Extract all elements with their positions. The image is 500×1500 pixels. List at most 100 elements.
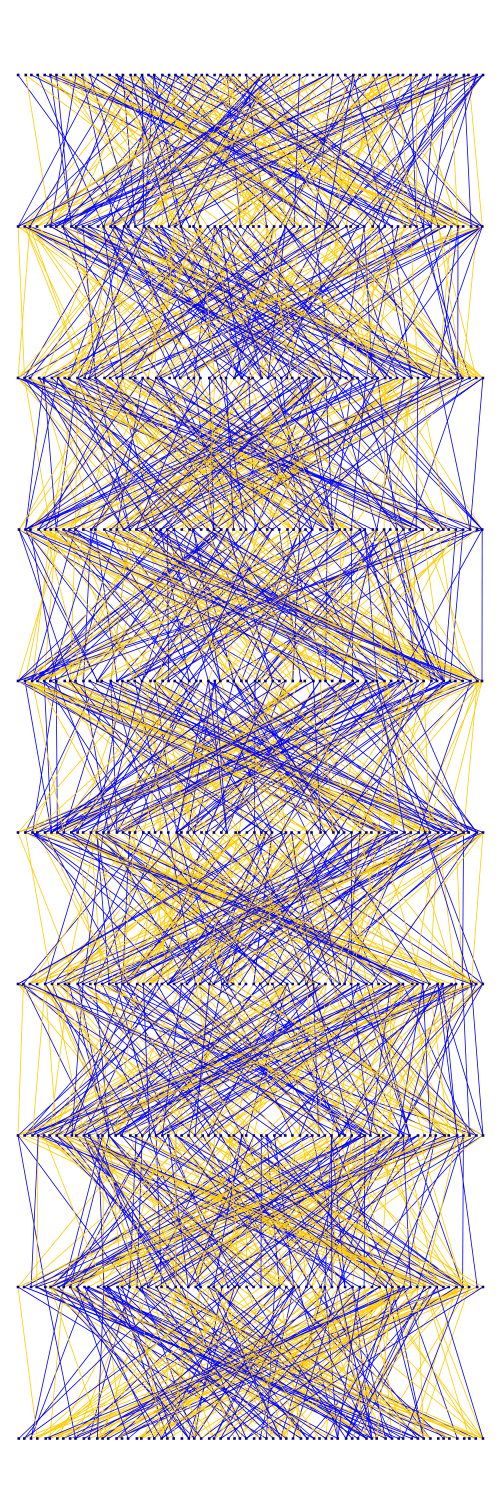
- graph-node: [437, 831, 440, 834]
- graph-node: [278, 1285, 281, 1289]
- graph-edge: [188, 377, 328, 530]
- graph-edge: [134, 226, 201, 379]
- graph-edge: [148, 832, 400, 985]
- graph-node: [192, 376, 196, 380]
- graph-edge: [141, 983, 261, 1136]
- graph-node: [470, 982, 473, 986]
- graph-edge: [148, 1286, 333, 1439]
- graph-node: [103, 528, 106, 531]
- graph-edge: [220, 226, 242, 379]
- graph-edge: [299, 377, 430, 530]
- graph-node: [436, 73, 439, 77]
- graph-edge: [88, 1135, 177, 1288]
- graph-edge: [32, 983, 196, 1136]
- graph-node: [173, 225, 177, 228]
- graph-node: [475, 1285, 479, 1289]
- graph-node: [233, 376, 236, 380]
- graph-node: [101, 1437, 104, 1440]
- graph-node: [146, 376, 150, 380]
- graph-edge: [422, 74, 438, 227]
- graph-edge: [123, 74, 262, 227]
- graph-node: [286, 528, 289, 531]
- graph-edge: [199, 226, 216, 379]
- graph-edge: [30, 377, 157, 530]
- graph-edge: [285, 1286, 321, 1439]
- graph-edge: [156, 529, 424, 682]
- graph-node: [331, 225, 334, 228]
- graph-edge: [117, 529, 365, 682]
- graph-node: [298, 528, 302, 531]
- graph-node: [180, 1437, 184, 1440]
- graph-edge: [49, 983, 477, 1136]
- graph-node: [140, 679, 144, 683]
- graph-edge: [58, 832, 397, 985]
- graph-edge: [154, 680, 273, 833]
- graph-edge: [90, 832, 300, 985]
- graph-node: [134, 1134, 138, 1137]
- graph-edge: [122, 74, 176, 227]
- graph-edge: [199, 983, 399, 1136]
- graph-edge: [259, 832, 457, 985]
- graph-node: [89, 528, 93, 531]
- graph-edge: [50, 226, 333, 379]
- graph-edge: [180, 529, 273, 682]
- graph-edge: [58, 1135, 308, 1288]
- graph-edge: [291, 377, 398, 530]
- graph-node: [225, 528, 229, 531]
- graph-node: [108, 73, 111, 77]
- graph-node: [422, 1437, 425, 1440]
- graph-edge: [136, 1286, 315, 1439]
- graph-edge: [24, 529, 215, 682]
- graph-edge: [416, 226, 470, 379]
- graph-edge: [376, 1286, 470, 1439]
- graph-node: [408, 528, 412, 531]
- graph-edge: [95, 983, 470, 1136]
- graph-edge: [293, 1286, 373, 1439]
- graph-node: [264, 831, 268, 834]
- graph-node: [364, 376, 368, 380]
- graph-edge: [319, 680, 334, 833]
- graph-node: [128, 528, 132, 531]
- graph-node: [325, 73, 328, 77]
- graph-edge: [96, 832, 418, 985]
- graph-node: [155, 1285, 158, 1289]
- graph-node: [135, 1285, 139, 1289]
- graph-node: [187, 376, 190, 380]
- graph-edge: [32, 680, 201, 833]
- graph-edge: [43, 680, 267, 833]
- graph-edge: [32, 529, 340, 682]
- graph-edge: [306, 832, 380, 985]
- graph-edge: [56, 529, 333, 682]
- graph-edge: [267, 983, 450, 1136]
- graph-node: [259, 1285, 263, 1289]
- graph-node: [421, 982, 425, 986]
- graph-edge: [181, 832, 247, 985]
- graph-edge: [32, 983, 46, 1136]
- graph-edge: [123, 226, 320, 379]
- graph-node: [421, 528, 424, 531]
- graph-node: [278, 679, 281, 683]
- graph-edge: [32, 832, 472, 985]
- graph-edge: [57, 832, 288, 985]
- graph-edge: [44, 1286, 76, 1439]
- graph-node: [87, 376, 91, 380]
- graph-node: [397, 679, 400, 683]
- graph-node: [35, 982, 39, 986]
- graph-edge: [291, 832, 314, 985]
- graph-node: [193, 1437, 196, 1440]
- graph-edge: [213, 377, 405, 530]
- graph-node: [166, 1285, 169, 1289]
- graph-edge: [168, 74, 240, 227]
- graph-node: [292, 225, 296, 228]
- graph-edge: [199, 226, 276, 379]
- graph-edge: [228, 1286, 361, 1439]
- graph-edge: [252, 377, 328, 530]
- graph-edge: [121, 1286, 175, 1439]
- graph-node: [36, 73, 39, 77]
- graph-edge: [239, 1286, 424, 1439]
- graph-node: [298, 225, 302, 228]
- graph-edge: [438, 226, 463, 379]
- graph-node: [351, 679, 354, 683]
- graph-edge: [436, 1286, 484, 1439]
- graph-edge: [280, 74, 374, 227]
